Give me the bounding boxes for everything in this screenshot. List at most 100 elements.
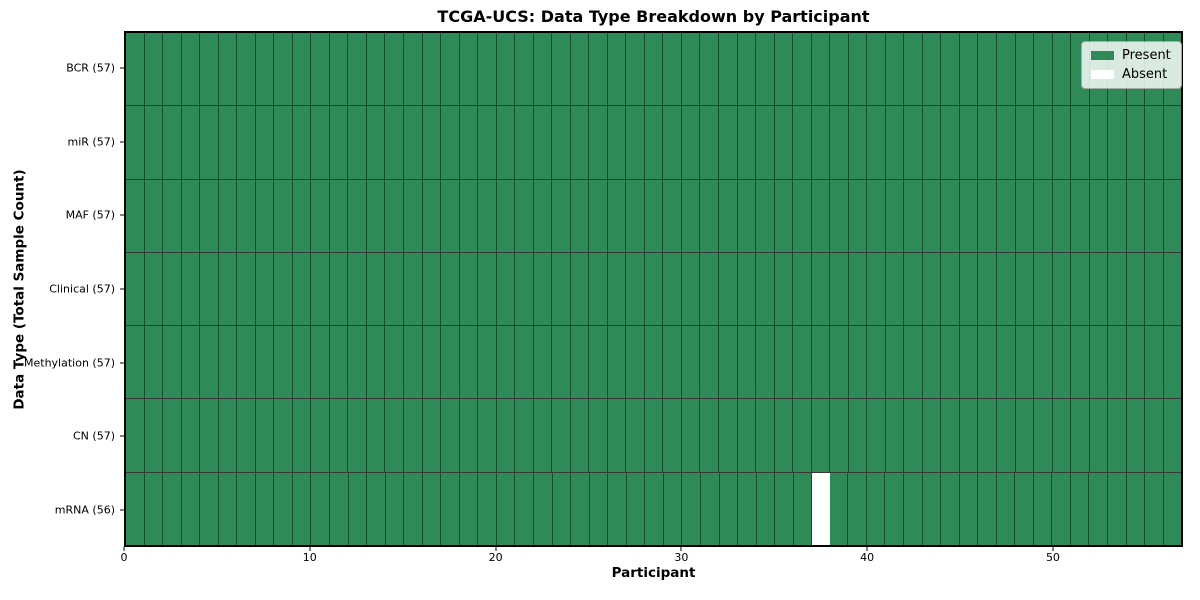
heatmap-cell	[441, 33, 460, 106]
heatmap-cell	[533, 399, 553, 472]
heatmap-cell	[163, 106, 182, 179]
heatmap-cell	[959, 33, 979, 106]
heatmap-cell	[422, 252, 442, 326]
heatmap-cell	[311, 399, 330, 472]
heatmap-cell	[181, 326, 201, 399]
x-tick-mark	[866, 547, 868, 551]
heatmap-cell	[719, 399, 738, 472]
heatmap-cell	[941, 252, 960, 326]
heatmap-cell	[552, 33, 571, 106]
heatmap-cell	[570, 252, 590, 326]
heatmap-cell	[385, 326, 404, 399]
y-tick-mark	[120, 214, 124, 216]
heatmap-cell	[533, 33, 553, 106]
heatmap-cell	[904, 179, 923, 252]
x-tick-mark	[495, 547, 497, 551]
heatmap-cell	[996, 252, 1016, 326]
heatmap-cell	[552, 472, 572, 545]
heatmap-cell	[1015, 252, 1035, 326]
heatmap-cell	[1034, 179, 1053, 252]
heatmap-cell	[144, 33, 164, 106]
heatmap-cell	[367, 472, 386, 545]
heatmap-cell	[403, 326, 423, 399]
heatmap-cell	[1015, 399, 1035, 472]
heatmap-cell	[404, 472, 423, 545]
heatmap-cell	[1015, 179, 1035, 252]
heatmap-cell	[700, 472, 720, 545]
heatmap-row-mir	[126, 106, 1182, 180]
heatmap-cell	[571, 472, 590, 545]
heatmap-cell	[959, 252, 979, 326]
heatmap-cell	[756, 252, 775, 326]
heatmap-cell	[848, 472, 867, 545]
heatmap-cell	[311, 326, 330, 399]
y-tick-label-clinical: Clinical (57)	[49, 282, 115, 296]
heatmap-cell	[1034, 33, 1053, 106]
y-tick-label-maf: MAF (57)	[65, 208, 115, 222]
heatmap-cell	[607, 252, 627, 326]
heatmap-cell	[366, 399, 386, 472]
heatmap-cell	[774, 179, 794, 252]
heatmap-cell	[811, 326, 831, 399]
x-tick-label: 30	[674, 551, 689, 564]
heatmap-cell	[1108, 326, 1127, 399]
heatmap-cell	[441, 252, 460, 326]
heatmap-cell	[1163, 472, 1182, 545]
heatmap-cell	[941, 472, 960, 545]
heatmap-cell	[385, 252, 404, 326]
heatmap-cell	[978, 252, 997, 326]
heatmap-cell	[663, 252, 682, 326]
heatmap-cell	[126, 252, 145, 326]
heatmap-cell	[1089, 106, 1109, 179]
heatmap-cell	[756, 399, 775, 472]
heatmap-cell	[274, 179, 293, 252]
heatmap-cell	[200, 179, 219, 252]
heatmap-cell	[478, 252, 497, 326]
heatmap-cell	[533, 252, 553, 326]
legend: Present Absent	[1081, 41, 1182, 89]
heatmap-cell	[237, 179, 256, 252]
heatmap-cell	[441, 472, 460, 545]
heatmap-cell	[1071, 106, 1090, 179]
heatmap-cell	[200, 106, 219, 179]
heatmap-cell	[496, 179, 516, 252]
heatmap-cell	[848, 33, 868, 106]
heatmap-cell	[830, 179, 849, 252]
heatmap-cell	[737, 106, 757, 179]
heatmap-cell	[181, 252, 201, 326]
heatmap-cell	[904, 399, 923, 472]
heatmap-cell	[181, 179, 201, 252]
heatmap-cell	[978, 33, 997, 106]
heatmap-row-mrna	[126, 472, 1182, 545]
heatmap-row-cn	[126, 399, 1182, 473]
heatmap-cell	[1089, 326, 1109, 399]
heatmap-cell	[1108, 399, 1127, 472]
heatmap-cell	[1071, 179, 1090, 252]
heatmap-row-maf	[126, 179, 1182, 253]
heatmap-cell	[441, 106, 460, 179]
heatmap-cell	[292, 472, 312, 545]
heatmap-cell	[866, 472, 886, 545]
heatmap-cell	[1071, 252, 1090, 326]
heatmap-cell	[478, 33, 497, 106]
heatmap-cell	[1145, 399, 1164, 472]
heatmap-cell	[1145, 179, 1164, 252]
y-tick-mark	[120, 362, 124, 364]
heatmap-cell	[922, 472, 942, 545]
heatmap-cell	[867, 252, 886, 326]
heatmap-cell	[830, 106, 849, 179]
heatmap-cell	[459, 472, 479, 545]
heatmap-cell	[774, 106, 794, 179]
heatmap-cell	[719, 106, 738, 179]
heatmap-cell	[1126, 252, 1146, 326]
heatmap-cell	[737, 252, 757, 326]
heatmap-cell	[1108, 179, 1127, 252]
heatmap-cell	[422, 326, 442, 399]
heatmap-cell	[237, 399, 256, 472]
heatmap-cell	[200, 33, 219, 106]
heatmap-cell	[237, 252, 256, 326]
heatmap-cell	[218, 399, 238, 472]
heatmap-cell	[1015, 326, 1035, 399]
heatmap-cell	[1089, 179, 1109, 252]
